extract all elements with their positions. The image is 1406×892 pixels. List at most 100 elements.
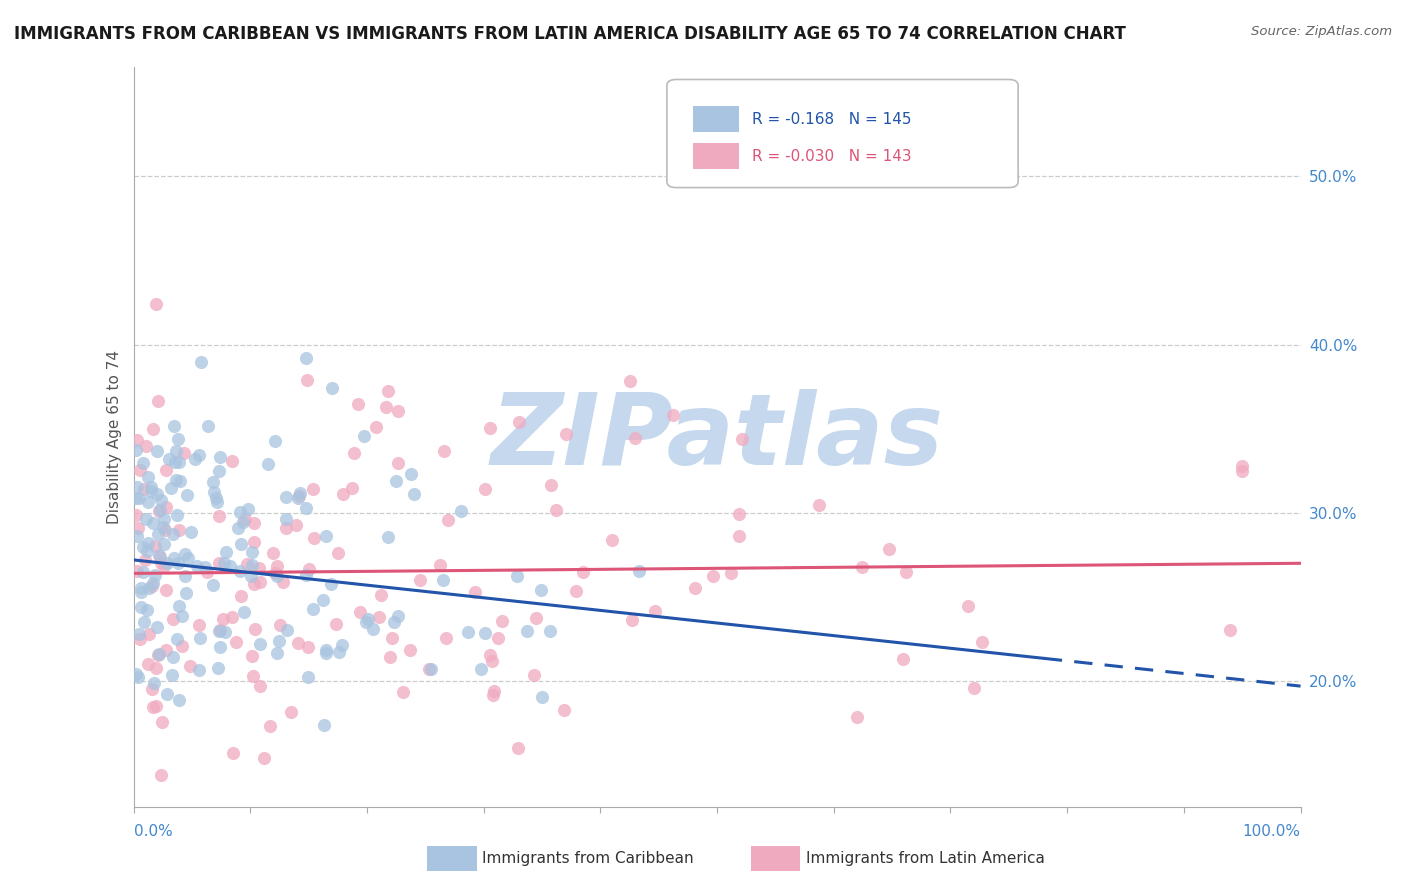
Point xyxy=(247,561,270,575)
Point xyxy=(486,631,509,645)
Point xyxy=(131,565,153,579)
Point xyxy=(600,533,623,548)
Point xyxy=(232,515,254,529)
Point xyxy=(186,558,208,573)
Point xyxy=(145,661,167,675)
Point xyxy=(207,661,229,675)
Point xyxy=(155,523,177,537)
Point xyxy=(180,524,202,539)
Point xyxy=(464,585,486,599)
Point xyxy=(243,516,266,530)
Point xyxy=(257,458,280,472)
Text: R = -0.168   N = 145: R = -0.168 N = 145 xyxy=(752,112,911,127)
Point xyxy=(187,617,209,632)
Point xyxy=(149,767,172,781)
Point xyxy=(845,710,868,724)
Point xyxy=(524,611,547,625)
Point xyxy=(125,480,148,494)
Point xyxy=(132,540,155,554)
Point xyxy=(214,625,236,640)
Point xyxy=(153,537,176,551)
Point xyxy=(138,536,160,550)
Point xyxy=(173,446,195,460)
Point xyxy=(176,488,198,502)
Point xyxy=(377,384,399,398)
Point xyxy=(174,568,197,582)
Point xyxy=(353,429,375,443)
Point xyxy=(166,508,188,522)
Point xyxy=(720,566,742,580)
Point xyxy=(125,508,148,522)
Point xyxy=(702,569,724,583)
Point xyxy=(141,681,163,696)
Point xyxy=(297,670,319,684)
Point xyxy=(142,516,165,531)
Point xyxy=(184,452,207,467)
Point xyxy=(134,483,156,497)
Point xyxy=(287,491,309,505)
Point xyxy=(142,576,165,591)
Point xyxy=(297,640,319,655)
Point xyxy=(474,625,496,640)
Point xyxy=(195,565,218,579)
Point xyxy=(347,397,370,411)
Point xyxy=(134,615,156,629)
Point xyxy=(138,470,160,484)
Point xyxy=(523,667,546,681)
Point xyxy=(432,444,454,458)
Point xyxy=(139,480,162,494)
Point xyxy=(302,602,325,616)
Point xyxy=(202,578,225,592)
Point xyxy=(315,643,337,657)
Point xyxy=(240,558,263,573)
Point xyxy=(377,530,399,544)
Point xyxy=(730,432,752,446)
Point xyxy=(382,615,405,629)
Point xyxy=(481,654,503,668)
Point xyxy=(266,558,288,573)
Text: Immigrants from Latin America: Immigrants from Latin America xyxy=(806,851,1045,865)
Point xyxy=(202,475,225,490)
Point xyxy=(342,446,364,460)
Point xyxy=(302,531,325,545)
Point xyxy=(274,491,297,505)
Point xyxy=(387,608,409,623)
Point xyxy=(315,529,337,543)
Point xyxy=(167,523,190,537)
Point xyxy=(221,454,243,468)
Point xyxy=(131,456,153,470)
Point xyxy=(141,483,163,498)
Point xyxy=(128,632,150,646)
Point xyxy=(229,537,252,551)
Point xyxy=(150,493,173,508)
Point xyxy=(877,542,900,557)
Point xyxy=(375,400,398,414)
Point xyxy=(149,550,172,565)
Point xyxy=(357,612,380,626)
Point xyxy=(127,529,149,543)
Point xyxy=(437,513,460,527)
Point xyxy=(155,500,177,514)
Point xyxy=(138,627,160,641)
Point xyxy=(264,434,287,448)
Point xyxy=(1230,458,1253,473)
Point xyxy=(321,381,343,395)
Point xyxy=(264,566,287,580)
Point xyxy=(194,559,217,574)
Point xyxy=(401,467,423,481)
Point xyxy=(134,553,156,567)
Point xyxy=(249,637,271,651)
Point xyxy=(125,666,148,681)
Point xyxy=(125,491,148,506)
Point xyxy=(145,568,167,582)
Point xyxy=(378,650,401,665)
Point xyxy=(146,648,169,663)
Point xyxy=(249,680,271,694)
Point xyxy=(172,640,194,654)
Point xyxy=(349,606,371,620)
Point xyxy=(229,564,252,578)
Point xyxy=(131,585,153,599)
Point xyxy=(156,556,179,570)
Point xyxy=(208,640,231,654)
Point xyxy=(565,584,588,599)
